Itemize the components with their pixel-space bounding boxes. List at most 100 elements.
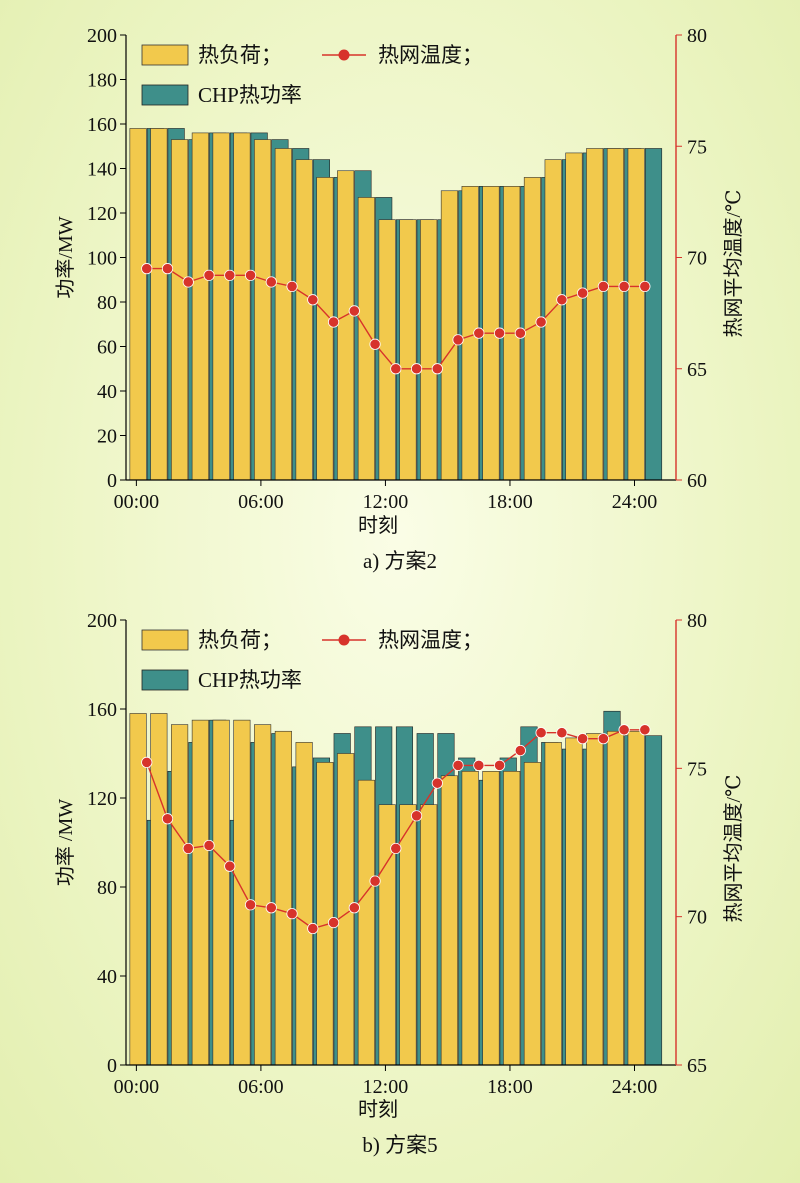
bar-heat-load bbox=[399, 219, 417, 481]
x-tick-label: 18:00 bbox=[487, 491, 533, 513]
temperature-point bbox=[224, 269, 236, 281]
y-axis-label: 功率 /MW bbox=[54, 799, 77, 886]
temperature-point bbox=[577, 733, 589, 745]
temperature-point bbox=[431, 777, 443, 789]
temperature-point bbox=[369, 875, 381, 887]
temperature-point bbox=[597, 733, 609, 745]
temperature-point bbox=[597, 280, 609, 293]
y2-tick-label: 70 bbox=[687, 907, 707, 929]
temperature-point bbox=[639, 280, 651, 293]
temperature-point bbox=[493, 759, 506, 771]
temperature-point bbox=[141, 263, 153, 275]
x-tick-label: 06:00 bbox=[238, 491, 284, 513]
legend-swatch-chp-heat bbox=[141, 84, 189, 106]
y-tick-label: 160 bbox=[87, 699, 117, 721]
temperature-point bbox=[473, 327, 485, 339]
x-tick-label: 18:00 bbox=[487, 1076, 533, 1098]
temperature-point bbox=[452, 334, 464, 346]
bar-heat-load bbox=[233, 719, 251, 1066]
legend-label-temperature: 热网温度； bbox=[378, 628, 483, 652]
y-tick-label: 40 bbox=[97, 381, 117, 403]
y-tick-label: 200 bbox=[87, 610, 117, 632]
y2-tick-label: 80 bbox=[687, 25, 707, 47]
y-tick-label: 40 bbox=[97, 966, 117, 988]
bar-heat-load bbox=[503, 770, 521, 1066]
y2-tick-label: 75 bbox=[687, 136, 707, 158]
bar-heat-load bbox=[254, 139, 272, 481]
temperature-point bbox=[348, 902, 360, 914]
x-axis-label: 时刻 bbox=[358, 514, 398, 537]
temperature-point bbox=[535, 316, 547, 328]
y-tick-label: 180 bbox=[87, 70, 117, 92]
bar-heat-load bbox=[565, 152, 583, 481]
legend-swatch-heat-load bbox=[141, 629, 189, 651]
y2-tick-label: 70 bbox=[687, 248, 707, 270]
bar-heat-load bbox=[171, 139, 189, 481]
bar-chp-heat bbox=[644, 148, 663, 481]
y-tick-label: 200 bbox=[87, 25, 117, 47]
temperature-point bbox=[182, 276, 194, 288]
x-tick-label: 00:00 bbox=[114, 1076, 160, 1098]
legend-swatch-chp-heat bbox=[141, 669, 189, 691]
legend-label-temperature: 热网温度； bbox=[378, 43, 483, 67]
legend-swatch-heat-load bbox=[141, 44, 189, 66]
x-tick-label: 12:00 bbox=[363, 491, 409, 513]
bar-heat-load bbox=[129, 128, 147, 481]
temperature-point bbox=[639, 724, 651, 736]
temperature-point bbox=[431, 363, 443, 375]
x-tick-label: 12:00 bbox=[363, 1076, 409, 1098]
temperature-point bbox=[244, 269, 257, 281]
bar-heat-load bbox=[627, 730, 645, 1066]
bar-heat-load bbox=[316, 177, 334, 481]
temperature-point bbox=[556, 294, 568, 306]
temperature-point bbox=[161, 263, 174, 275]
bar-heat-load bbox=[274, 148, 292, 481]
temperature-point bbox=[327, 916, 340, 929]
y2-axis-label: 热网平均温度/℃ bbox=[722, 775, 745, 923]
bar-heat-load bbox=[274, 730, 292, 1066]
temperature-point bbox=[141, 756, 153, 769]
bar-heat-load bbox=[191, 719, 209, 1066]
bar-heat-load bbox=[357, 779, 375, 1066]
x-tick-label: 24:00 bbox=[612, 491, 658, 513]
y2-tick-label: 60 bbox=[687, 470, 707, 492]
bar-heat-load bbox=[191, 132, 209, 481]
temperature-point bbox=[265, 902, 277, 914]
temperature-point bbox=[286, 908, 298, 920]
y-tick-label: 0 bbox=[107, 1055, 117, 1077]
bar-heat-load bbox=[337, 170, 355, 481]
temperature-point bbox=[182, 842, 194, 855]
temperature-point bbox=[244, 899, 257, 911]
y-tick-label: 20 bbox=[97, 426, 117, 448]
bar-heat-load bbox=[150, 128, 168, 481]
temperature-point bbox=[348, 305, 360, 317]
temperature-point bbox=[307, 922, 319, 935]
temperature-point bbox=[514, 744, 526, 757]
temperature-point bbox=[535, 727, 547, 739]
bar-heat-load bbox=[544, 159, 562, 481]
temperature-point bbox=[203, 839, 215, 852]
bar-heat-load bbox=[316, 762, 334, 1066]
y2-tick-label: 65 bbox=[687, 359, 707, 381]
y-tick-label: 0 bbox=[107, 470, 117, 492]
temperature-point bbox=[452, 759, 464, 771]
temperature-point bbox=[369, 338, 381, 350]
legend-label-heat-load: 热负荷； bbox=[198, 628, 282, 652]
bar-heat-load bbox=[461, 770, 479, 1066]
chart-caption: a) 方案2 bbox=[363, 549, 437, 573]
bar-heat-load bbox=[523, 177, 541, 481]
legend-label-chp-heat: CHP热功率 bbox=[198, 83, 302, 107]
temperature-point bbox=[307, 294, 319, 306]
bar-heat-load bbox=[482, 770, 500, 1066]
bar-heat-load bbox=[212, 132, 230, 481]
bar-heat-load bbox=[586, 148, 604, 481]
temperature-point bbox=[224, 860, 236, 872]
temperature-point bbox=[410, 363, 423, 375]
y-tick-label: 80 bbox=[97, 292, 117, 314]
x-axis-label: 时刻 bbox=[358, 1098, 398, 1121]
bar-heat-load bbox=[295, 742, 313, 1066]
temperature-point bbox=[161, 813, 174, 825]
bar-heat-load bbox=[523, 762, 541, 1066]
chart-panel-1: 0 20 40 60 80 100 120 140 160 180 200 60 65 70 75 80 00:… bbox=[54, 25, 745, 573]
x-tick-label: 24:00 bbox=[612, 1076, 658, 1098]
